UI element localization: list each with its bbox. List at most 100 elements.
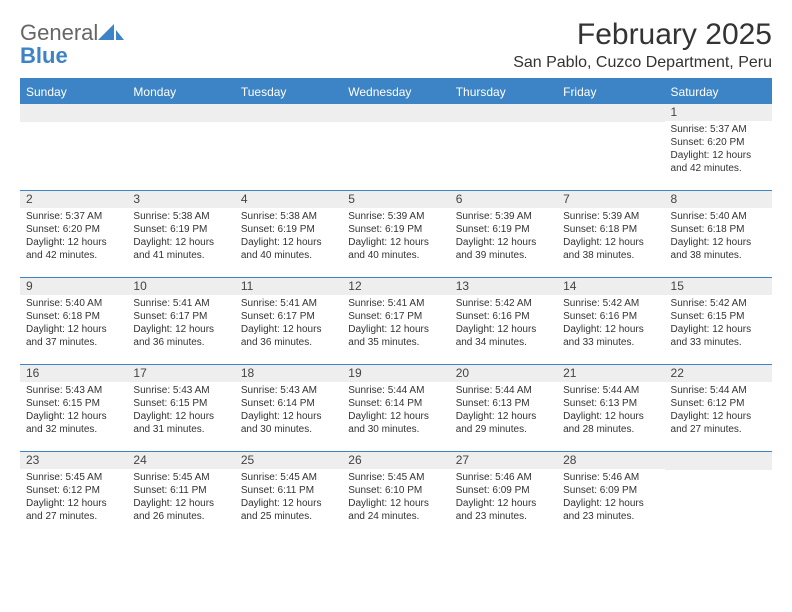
sunset-text: Sunset: 6:10 PM (348, 484, 443, 497)
sunset-text: Sunset: 6:14 PM (241, 397, 336, 410)
day-number (557, 104, 664, 122)
day-number: 20 (450, 365, 557, 382)
sunset-text: Sunset: 6:15 PM (133, 397, 228, 410)
day-number: 22 (665, 365, 772, 382)
daylight-text: Daylight: 12 hours and 31 minutes. (133, 410, 228, 436)
weekday-sunday: Sunday (20, 80, 127, 104)
day-cell (342, 104, 449, 190)
day-number: 28 (557, 452, 664, 469)
day-cell: 7Sunrise: 5:39 AMSunset: 6:18 PMDaylight… (557, 191, 664, 277)
day-number: 5 (342, 191, 449, 208)
calendar-grid: 1Sunrise: 5:37 AMSunset: 6:20 PMDaylight… (20, 104, 772, 538)
sunrise-text: Sunrise: 5:45 AM (348, 471, 443, 484)
daylight-text: Daylight: 12 hours and 38 minutes. (671, 236, 766, 262)
day-cell: 25Sunrise: 5:45 AMSunset: 6:11 PMDayligh… (235, 452, 342, 538)
daylight-text: Daylight: 12 hours and 36 minutes. (133, 323, 228, 349)
daylight-text: Daylight: 12 hours and 29 minutes. (456, 410, 551, 436)
day-number (450, 104, 557, 122)
daylight-text: Daylight: 12 hours and 39 minutes. (456, 236, 551, 262)
day-cell: 26Sunrise: 5:45 AMSunset: 6:10 PMDayligh… (342, 452, 449, 538)
day-cell (450, 104, 557, 190)
day-body: Sunrise: 5:39 AMSunset: 6:19 PMDaylight:… (450, 210, 557, 262)
day-number: 23 (20, 452, 127, 469)
weekday-tuesday: Tuesday (235, 80, 342, 104)
sunset-text: Sunset: 6:16 PM (563, 310, 658, 323)
day-cell (235, 104, 342, 190)
sunset-text: Sunset: 6:15 PM (671, 310, 766, 323)
sunrise-text: Sunrise: 5:38 AM (241, 210, 336, 223)
day-body: Sunrise: 5:42 AMSunset: 6:16 PMDaylight:… (557, 297, 664, 349)
day-number (235, 104, 342, 122)
sunrise-text: Sunrise: 5:45 AM (241, 471, 336, 484)
logo-sail-icon (98, 24, 124, 42)
day-cell (127, 104, 234, 190)
day-body: Sunrise: 5:43 AMSunset: 6:14 PMDaylight:… (235, 384, 342, 436)
day-cell: 24Sunrise: 5:45 AMSunset: 6:11 PMDayligh… (127, 452, 234, 538)
day-cell: 5Sunrise: 5:39 AMSunset: 6:19 PMDaylight… (342, 191, 449, 277)
daylight-text: Daylight: 12 hours and 40 minutes. (241, 236, 336, 262)
day-body: Sunrise: 5:44 AMSunset: 6:12 PMDaylight:… (665, 384, 772, 436)
day-cell: 6Sunrise: 5:39 AMSunset: 6:19 PMDaylight… (450, 191, 557, 277)
sunrise-text: Sunrise: 5:46 AM (563, 471, 658, 484)
day-number: 24 (127, 452, 234, 469)
daylight-text: Daylight: 12 hours and 23 minutes. (563, 497, 658, 523)
sunrise-text: Sunrise: 5:45 AM (133, 471, 228, 484)
sunrise-text: Sunrise: 5:37 AM (26, 210, 121, 223)
sunrise-text: Sunrise: 5:41 AM (133, 297, 228, 310)
day-cell: 16Sunrise: 5:43 AMSunset: 6:15 PMDayligh… (20, 365, 127, 451)
day-number: 16 (20, 365, 127, 382)
day-cell: 27Sunrise: 5:46 AMSunset: 6:09 PMDayligh… (450, 452, 557, 538)
month-title: February 2025 (513, 18, 772, 52)
sunrise-text: Sunrise: 5:38 AM (133, 210, 228, 223)
day-cell: 1Sunrise: 5:37 AMSunset: 6:20 PMDaylight… (665, 104, 772, 190)
daylight-text: Daylight: 12 hours and 41 minutes. (133, 236, 228, 262)
day-cell: 19Sunrise: 5:44 AMSunset: 6:14 PMDayligh… (342, 365, 449, 451)
daylight-text: Daylight: 12 hours and 37 minutes. (26, 323, 121, 349)
sunset-text: Sunset: 6:18 PM (563, 223, 658, 236)
daylight-text: Daylight: 12 hours and 33 minutes. (563, 323, 658, 349)
sunset-text: Sunset: 6:16 PM (456, 310, 551, 323)
daylight-text: Daylight: 12 hours and 30 minutes. (348, 410, 443, 436)
week-row: 2Sunrise: 5:37 AMSunset: 6:20 PMDaylight… (20, 191, 772, 278)
day-cell: 13Sunrise: 5:42 AMSunset: 6:16 PMDayligh… (450, 278, 557, 364)
sunset-text: Sunset: 6:12 PM (26, 484, 121, 497)
day-number: 15 (665, 278, 772, 295)
day-body: Sunrise: 5:46 AMSunset: 6:09 PMDaylight:… (557, 471, 664, 523)
day-body: Sunrise: 5:44 AMSunset: 6:13 PMDaylight:… (450, 384, 557, 436)
sunrise-text: Sunrise: 5:45 AM (26, 471, 121, 484)
sunrise-text: Sunrise: 5:37 AM (671, 123, 766, 136)
day-cell: 8Sunrise: 5:40 AMSunset: 6:18 PMDaylight… (665, 191, 772, 277)
sunset-text: Sunset: 6:17 PM (348, 310, 443, 323)
day-number: 17 (127, 365, 234, 382)
day-number: 13 (450, 278, 557, 295)
sunrise-text: Sunrise: 5:42 AM (671, 297, 766, 310)
day-number: 8 (665, 191, 772, 208)
sunrise-text: Sunrise: 5:44 AM (563, 384, 658, 397)
day-body: Sunrise: 5:43 AMSunset: 6:15 PMDaylight:… (127, 384, 234, 436)
week-row: 9Sunrise: 5:40 AMSunset: 6:18 PMDaylight… (20, 278, 772, 365)
week-row: 1Sunrise: 5:37 AMSunset: 6:20 PMDaylight… (20, 104, 772, 191)
daylight-text: Daylight: 12 hours and 30 minutes. (241, 410, 336, 436)
sunrise-text: Sunrise: 5:40 AM (26, 297, 121, 310)
sunrise-text: Sunrise: 5:42 AM (456, 297, 551, 310)
day-number (342, 104, 449, 122)
day-body: Sunrise: 5:41 AMSunset: 6:17 PMDaylight:… (127, 297, 234, 349)
day-body: Sunrise: 5:39 AMSunset: 6:18 PMDaylight:… (557, 210, 664, 262)
sunrise-text: Sunrise: 5:44 AM (456, 384, 551, 397)
sunset-text: Sunset: 6:12 PM (671, 397, 766, 410)
sunset-text: Sunset: 6:13 PM (563, 397, 658, 410)
sunset-text: Sunset: 6:17 PM (241, 310, 336, 323)
day-body: Sunrise: 5:44 AMSunset: 6:14 PMDaylight:… (342, 384, 449, 436)
day-cell: 14Sunrise: 5:42 AMSunset: 6:16 PMDayligh… (557, 278, 664, 364)
sunrise-text: Sunrise: 5:43 AM (26, 384, 121, 397)
weekday-saturday: Saturday (665, 80, 772, 104)
day-number (127, 104, 234, 122)
day-body: Sunrise: 5:38 AMSunset: 6:19 PMDaylight:… (127, 210, 234, 262)
day-cell (557, 104, 664, 190)
daylight-text: Daylight: 12 hours and 25 minutes. (241, 497, 336, 523)
sunrise-text: Sunrise: 5:43 AM (133, 384, 228, 397)
day-number (665, 452, 772, 470)
sunset-text: Sunset: 6:17 PM (133, 310, 228, 323)
daylight-text: Daylight: 12 hours and 26 minutes. (133, 497, 228, 523)
day-body: Sunrise: 5:44 AMSunset: 6:13 PMDaylight:… (557, 384, 664, 436)
